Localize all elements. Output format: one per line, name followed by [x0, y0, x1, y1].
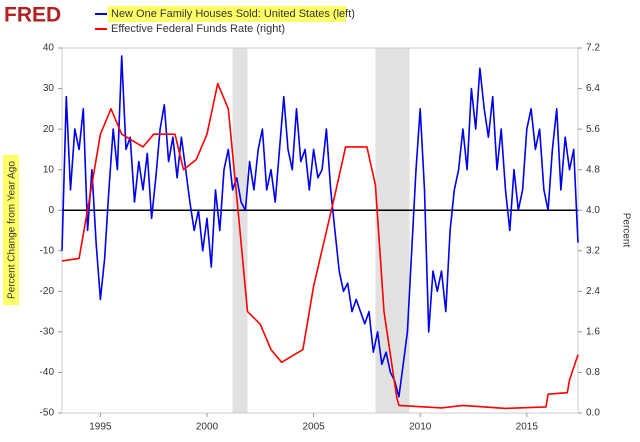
- x-tick-label: 2010: [409, 422, 432, 433]
- y2-tick-label: 7.2: [586, 43, 600, 54]
- y2-tick-label: 5.6: [586, 124, 600, 135]
- x-tick-label: 1995: [89, 422, 112, 433]
- recession-shade: [375, 48, 410, 413]
- y2-tick-label: 1.6: [586, 327, 600, 338]
- legend-label: Effective Federal Funds Rate (right): [111, 23, 285, 35]
- y2-axis-label: Percent: [620, 213, 631, 248]
- x-tick-label: 2015: [516, 422, 539, 433]
- y2-tick-label: 6.4: [586, 83, 600, 94]
- brand-logo: FRED: [4, 4, 61, 27]
- y-tick-label: -40: [40, 367, 55, 378]
- y2-tick-label: 0.8: [586, 367, 600, 378]
- series-line: [61, 55, 579, 398]
- y2-tick-label: 3.2: [586, 245, 600, 256]
- y-axis-label: Percent Change from Year Ago: [7, 161, 18, 299]
- y2-tick-label: 0.0: [586, 408, 600, 419]
- y-tick-label: -50: [40, 408, 55, 419]
- y-tick-label: 10: [43, 164, 55, 175]
- y-tick-label: 40: [43, 43, 55, 54]
- y-tick-label: 20: [43, 124, 55, 135]
- y-tick-label: -20: [40, 286, 55, 297]
- y-tick-label: 30: [43, 83, 55, 94]
- legend-label: New One Family Houses Sold: United State…: [111, 8, 355, 20]
- y-tick-label: -10: [40, 245, 55, 256]
- plot-frame: [61, 47, 579, 414]
- y2-tick-label: 4.0: [586, 205, 600, 216]
- x-tick-label: 2005: [302, 422, 325, 433]
- y2-tick-label: 2.4: [586, 286, 600, 297]
- x-tick-label: 2000: [196, 422, 219, 433]
- series-line: [61, 82, 579, 410]
- ylabel-highlight: [3, 155, 19, 305]
- y-tick-label: 0: [48, 205, 54, 216]
- legend-highlight: [108, 6, 346, 22]
- y2-tick-label: 4.8: [586, 164, 600, 175]
- y-tick-label: -30: [40, 327, 55, 338]
